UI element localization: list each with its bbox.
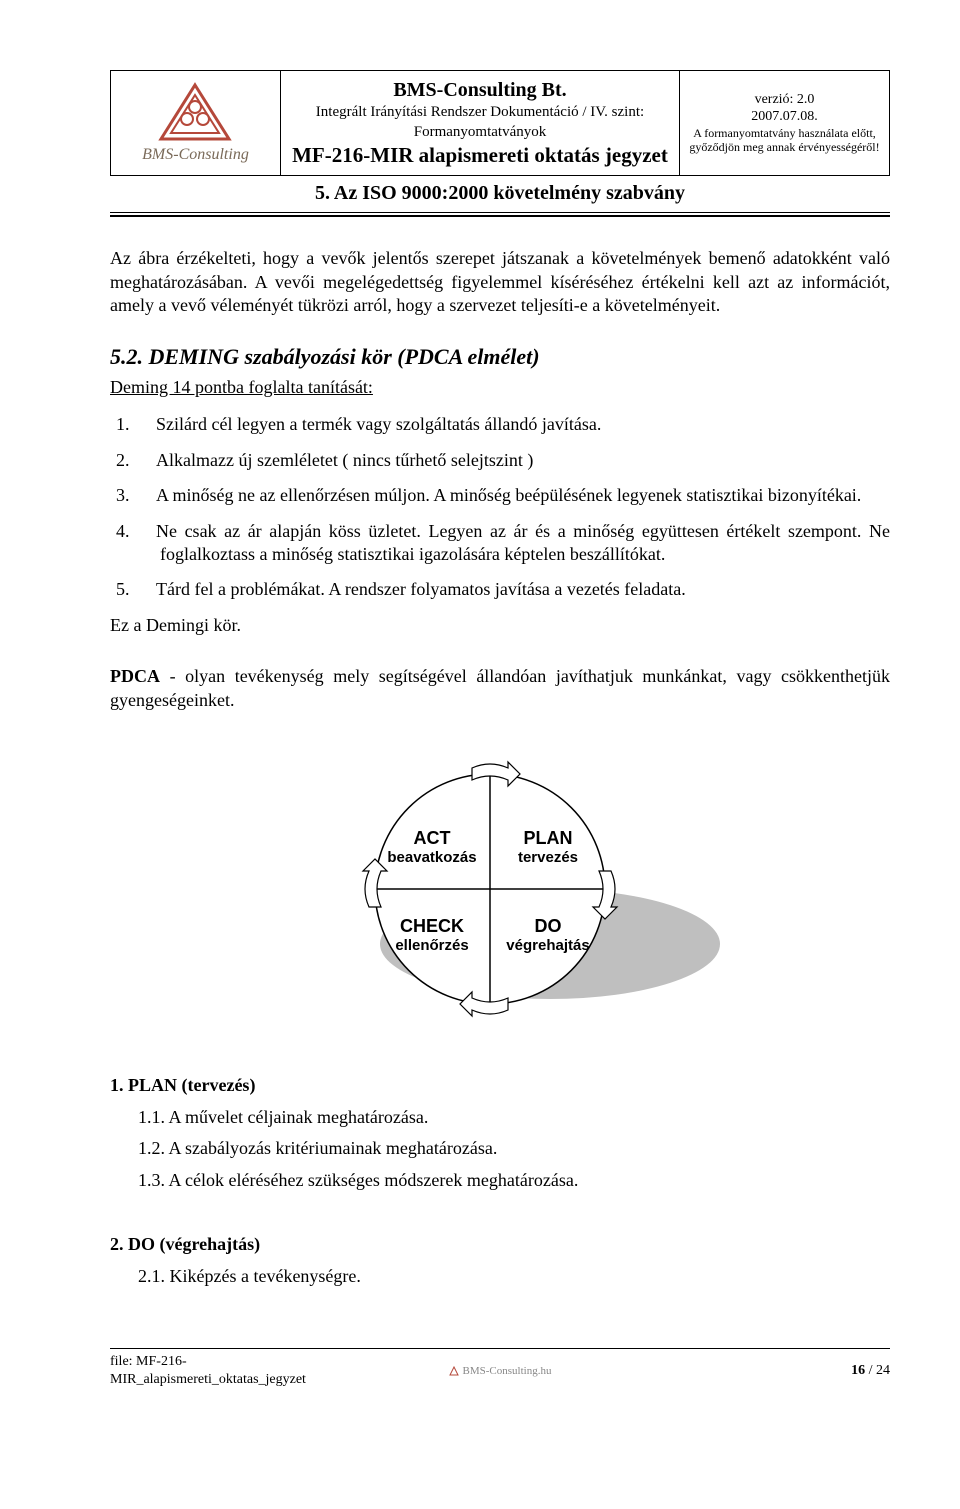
do-heading: 2. DO (végrehajtás): [110, 1233, 890, 1256]
deming-point-text: Ne csak az ár alapján köss üzletet. Legy…: [156, 521, 890, 564]
deming-point-text: Tárd fel a problémákat. A rendszer folya…: [156, 579, 686, 599]
footer-brand-text: BMS-Consulting.hu: [463, 1364, 552, 1378]
intro-paragraph: Az ábra érzékelteti, hogy a vevők jelent…: [110, 247, 890, 317]
deming-points-list: 1.Szilárd cél legyen a termék vagy szolg…: [110, 413, 890, 601]
footer-file: file: MF-216-MIR_alapismereti_oktatas_je…: [110, 1353, 370, 1389]
deming-point: 5.Tárd fel a problémákat. A rendszer fol…: [138, 578, 890, 601]
pdca-plan-label: PLAN: [524, 828, 573, 848]
header-middle: BMS-Consulting Bt. Integrált Irányítási …: [281, 71, 680, 176]
pdca-svg: ACT beavatkozás PLAN tervezés CHECK elle…: [250, 734, 750, 1034]
deming-point: 2.Alkalmazz új szemléletet ( nincs tűrhe…: [138, 449, 890, 472]
logo-triangle-icon: [157, 81, 233, 143]
pdca-check-sub: ellenőrzés: [395, 937, 468, 954]
pdca-diagram: ACT beavatkozás PLAN tervezés CHECK elle…: [110, 734, 890, 1040]
heading-5-2: 5.2. DEMING szabályozási kör (PDCA elmél…: [110, 343, 890, 372]
document-body: Az ábra érzékelteti, hogy a vevők jelent…: [110, 247, 890, 1288]
footer: file: MF-216-MIR_alapismereti_oktatas_je…: [110, 1348, 890, 1389]
footer-page-current: 16: [851, 1363, 865, 1378]
deming-point-text: Szilárd cél legyen a termék vagy szolgál…: [156, 414, 601, 434]
pdca-act-label: ACT: [414, 828, 451, 848]
deming-point-text: A minőség ne az ellenőrzésen múljon. A m…: [156, 485, 861, 505]
header-rule: [110, 215, 890, 217]
pdca-lead: PDCA: [110, 666, 160, 686]
header-date: 2007.07.08.: [688, 109, 881, 126]
deming-closing: Ez a Demingi kör.: [110, 614, 890, 637]
header-docline: Integrált Irányítási Rendszer Dokumentác…: [289, 103, 671, 142]
header-section-title: 5. Az ISO 9000:2000 követelmény szabvány: [110, 176, 890, 213]
plan-item: 1.1. A művelet céljainak meghatározása.: [138, 1106, 890, 1129]
header-warn1: A formanyomtatvány használata előtt,: [688, 126, 881, 140]
pdca-act-sub: beavatkozás: [387, 849, 476, 866]
header-company: BMS-Consulting Bt.: [289, 77, 671, 103]
logo: BMS-Consulting: [142, 81, 249, 166]
plan-item: 1.2. A szabályozás kritériumainak meghat…: [138, 1137, 890, 1160]
deming-point: 1.Szilárd cél legyen a termék vagy szolg…: [138, 413, 890, 436]
page: BMS-Consulting BMS-Consulting Bt. Integr…: [0, 0, 960, 1429]
footer-logo-icon: [449, 1366, 459, 1376]
deming-point-text: Alkalmazz új szemléletet ( nincs tűrhető…: [156, 450, 533, 470]
do-item: 2.1. Kiképzés a tevékenységre.: [138, 1265, 890, 1288]
footer-brand: BMS-Consulting.hu: [370, 1364, 630, 1378]
pdca-rest: - olyan tevékenység mely segítségével ál…: [110, 666, 890, 709]
footer-page-total: 24: [876, 1363, 890, 1378]
footer-page-sep: /: [865, 1363, 876, 1378]
plan-heading: 1. PLAN (tervezés): [110, 1074, 890, 1097]
pdca-check-label: CHECK: [400, 916, 464, 936]
header-logo-cell: BMS-Consulting: [111, 71, 281, 176]
header-warn2: győződjön meg annak érvényességéről!: [688, 140, 881, 154]
pdca-do-label: DO: [535, 916, 562, 936]
header-table: BMS-Consulting BMS-Consulting Bt. Integr…: [110, 70, 890, 176]
header-doc-title: MF-216-MIR alapismereti oktatás jegyzet: [289, 142, 671, 169]
deming-point: 4.Ne csak az ár alapján köss üzletet. Le…: [138, 520, 890, 567]
deming-subtitle: Deming 14 pontba foglalta tanítását:: [110, 376, 890, 399]
footer-page: 16 / 24: [630, 1362, 890, 1380]
pdca-plan-sub: tervezés: [518, 849, 578, 866]
pdca-paragraph: PDCA - olyan tevékenység mely segítségév…: [110, 665, 890, 712]
plan-item: 1.3. A célok eléréséhez szükséges módsze…: [138, 1169, 890, 1192]
header-version: verzió: 2.0: [688, 92, 881, 109]
header-right: verzió: 2.0 2007.07.08. A formanyomtatvá…: [680, 71, 890, 176]
pdca-do-sub: végrehajtás: [506, 937, 589, 954]
deming-point: 3.A minőség ne az ellenőrzésen múljon. A…: [138, 484, 890, 507]
logo-text: BMS-Consulting: [142, 145, 249, 166]
